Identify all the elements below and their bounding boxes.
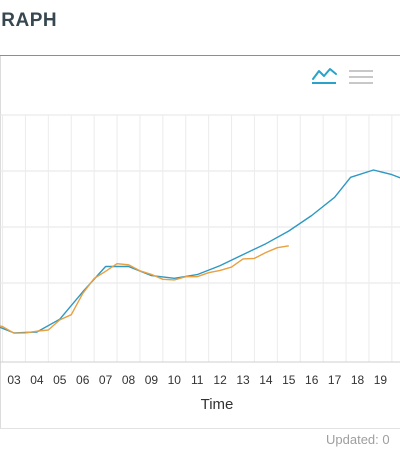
x-tick-label: 06 [76, 373, 90, 387]
x-tick-label: 04 [30, 373, 44, 387]
header-divider [0, 55, 400, 56]
chart-frame-edge [0, 56, 1, 428]
x-tick-label: 09 [145, 373, 159, 387]
x-tick-label: 14 [259, 373, 273, 387]
x-tick-label: 18 [351, 373, 365, 387]
series-line-1 [0, 169, 400, 334]
chart-series [0, 169, 400, 334]
x-axis-title: Time [200, 396, 234, 413]
page-title: GRAPH [0, 10, 58, 31]
line-chart-icon[interactable] [310, 66, 338, 86]
x-tick-label: 13 [236, 373, 250, 387]
x-tick-label: 08 [122, 373, 136, 387]
x-tick-label: 16 [305, 373, 319, 387]
updated-timestamp: Updated: 0 [326, 432, 390, 447]
series-line-2 [0, 245, 289, 334]
x-tick-label: 05 [53, 373, 67, 387]
x-tick-label: 19 [374, 373, 388, 387]
footer-divider [0, 428, 400, 429]
x-tick-label: 11 [191, 373, 204, 387]
chart-grid [0, 114, 400, 362]
hamburger-menu-icon[interactable] [348, 68, 374, 86]
x-axis-ticks: 03040506070809101112131415161718192 [7, 373, 400, 387]
x-tick-label: 03 [7, 373, 21, 387]
x-tick-label: 10 [168, 373, 182, 387]
x-tick-label: 12 [213, 373, 227, 387]
x-tick-label: 07 [99, 373, 113, 387]
x-tick-label: 17 [328, 373, 342, 387]
x-tick-label: 15 [282, 373, 296, 387]
